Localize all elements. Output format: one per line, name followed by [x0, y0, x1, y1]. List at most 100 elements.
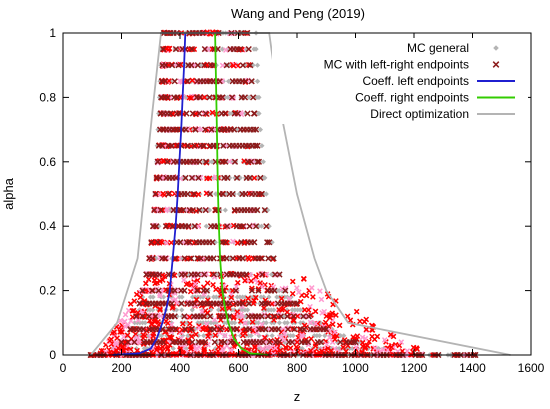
data-point [158, 94, 165, 101]
data-point [189, 338, 196, 346]
data-point [182, 174, 189, 182]
data-point [284, 320, 290, 326]
data-point [248, 78, 255, 85]
cloud-point [196, 325, 202, 331]
cloud-point [253, 273, 259, 280]
data-point [216, 307, 222, 313]
cloud-point [238, 318, 244, 324]
cloud-point [179, 320, 186, 327]
data-point [262, 326, 269, 333]
data-point [252, 142, 259, 149]
data-point [289, 307, 295, 313]
data-point [188, 174, 196, 182]
data-point [270, 255, 277, 262]
cloud-point [143, 280, 149, 287]
data-point [261, 294, 267, 300]
cloud-point [310, 294, 316, 300]
cloud-point [164, 346, 171, 353]
cloud-point [121, 319, 128, 325]
data-point [171, 287, 178, 294]
data-point [208, 126, 215, 133]
cloud-point [340, 344, 347, 351]
cloud-point [201, 94, 208, 101]
data-point [188, 45, 196, 53]
data-point [268, 307, 274, 313]
data-point [269, 333, 275, 339]
x-tick-label: 1600 [518, 361, 545, 375]
data-point [187, 255, 195, 262]
cloud-point [181, 277, 187, 283]
data-point [177, 239, 184, 246]
data-point [206, 190, 214, 198]
data-point [168, 62, 176, 69]
data-point [222, 158, 229, 165]
x-tick-label: 1200 [401, 361, 428, 375]
cloud-point [186, 255, 193, 262]
data-point [221, 110, 229, 117]
data-point [262, 175, 268, 181]
cloud-point [245, 295, 251, 302]
data-point [142, 320, 148, 326]
cloud-point [272, 345, 279, 351]
y-tick-label: 1 [49, 26, 56, 40]
data-point [271, 287, 278, 294]
data-point [256, 110, 262, 117]
data-point [252, 126, 260, 133]
data-point [183, 345, 190, 352]
cloud-point [268, 344, 274, 350]
data-point [118, 338, 125, 346]
data-point [226, 294, 233, 300]
data-point [191, 300, 198, 307]
legend: MC general MC with left-right endpoints Co… [324, 41, 515, 121]
data-point [157, 206, 164, 214]
data-point [246, 174, 254, 182]
data-point [192, 126, 199, 133]
cloud-point [122, 311, 129, 318]
data-point [168, 294, 175, 300]
data-point [259, 338, 267, 346]
cloud-point [347, 317, 354, 324]
data-point [337, 338, 344, 346]
y-tick-label: 0 [49, 348, 56, 362]
data-point [305, 313, 312, 320]
x-tick-label: 1000 [342, 361, 369, 375]
cloud-point [252, 294, 259, 301]
data-point [292, 307, 298, 313]
data-point [150, 294, 156, 300]
data-point [147, 307, 153, 313]
data-point [229, 255, 237, 262]
cloud-point [219, 306, 226, 312]
data-point [188, 326, 195, 333]
data-point [187, 271, 193, 278]
data-point [279, 294, 285, 300]
data-point [352, 338, 359, 346]
data-point [239, 294, 246, 300]
data-point [196, 94, 204, 101]
data-point [176, 294, 183, 300]
data-point [167, 110, 174, 117]
data-point [139, 294, 146, 300]
data-point [247, 62, 254, 69]
cloud-point [209, 109, 216, 116]
data-point [268, 320, 275, 326]
cloud-point [308, 285, 315, 291]
cloud-point [154, 279, 160, 286]
data-point [172, 45, 180, 53]
data-point [202, 338, 209, 346]
data-point [149, 223, 157, 230]
data-point [182, 110, 188, 117]
cloud-point [190, 174, 197, 181]
cloud-point [303, 292, 310, 299]
data-point [258, 190, 266, 198]
data-point [314, 333, 320, 339]
data-point [184, 142, 192, 149]
legend-label: Direct optimization [370, 107, 469, 121]
data-point [202, 206, 209, 214]
data-point [201, 333, 207, 339]
data-point [250, 294, 256, 300]
data-point [217, 326, 224, 333]
data-point [244, 110, 251, 117]
cloud-point [157, 292, 163, 299]
cloud-point [279, 306, 285, 313]
